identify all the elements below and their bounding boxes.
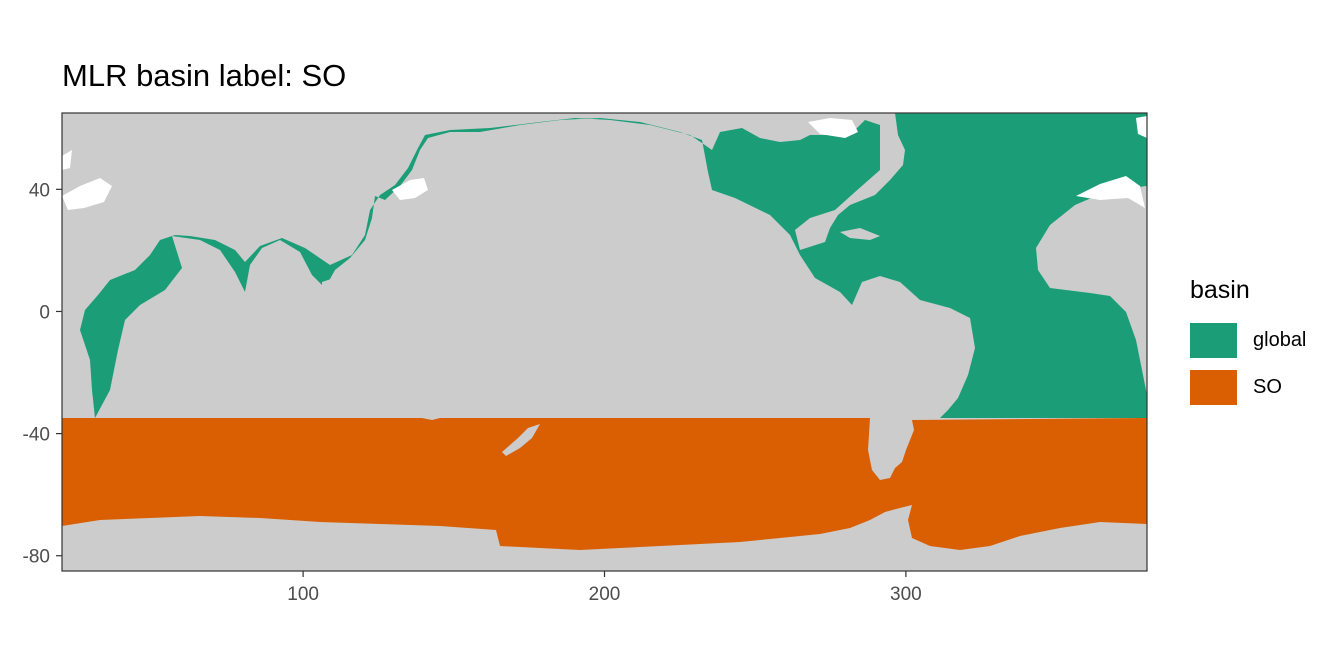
ice-black-sea (62, 150, 72, 170)
x-tick-label: 100 (287, 584, 319, 605)
land-borneo (322, 276, 352, 306)
legend-item-so: SO (1190, 364, 1306, 411)
land-new-zealand (502, 424, 540, 456)
land-new-guinea (418, 312, 474, 332)
land-hawaii (612, 244, 622, 252)
y-tick-label: -40 (23, 425, 50, 446)
land-philippines (358, 246, 378, 282)
ice-okhotsk (392, 178, 428, 200)
legend-key-global (1190, 323, 1237, 358)
legend: basin global SO (1190, 276, 1306, 411)
x-tick-label: 200 (589, 584, 621, 605)
legend-item-global: global (1190, 317, 1306, 364)
y-tick-label: -80 (23, 547, 50, 568)
chart-title: MLR basin label: SO (62, 58, 347, 93)
land-cuba (840, 228, 880, 240)
land-sumatra (276, 285, 310, 320)
land-australia (340, 325, 470, 420)
southern-ocean-region (62, 418, 1147, 550)
legend-label-so: SO (1253, 376, 1282, 398)
legend-label-global: global (1253, 329, 1307, 351)
ice-arctic-east (1076, 176, 1145, 208)
y-tick-label: 40 (29, 180, 50, 201)
global-ocean-region (80, 113, 1147, 418)
x-tick-label: 300 (890, 584, 922, 605)
y-tick-label: 0 (39, 302, 50, 323)
ice-baltic (1136, 116, 1147, 138)
land-madagascar (134, 346, 156, 386)
legend-title: basin (1190, 276, 1250, 304)
ice-caspian (62, 178, 112, 210)
legend-key-so (1190, 370, 1237, 405)
ice-hudson-bay (808, 118, 858, 138)
